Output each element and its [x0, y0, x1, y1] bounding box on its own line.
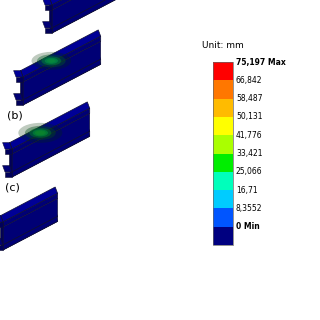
- Text: 8,3552: 8,3552: [236, 204, 262, 213]
- Polygon shape: [20, 71, 23, 105]
- Polygon shape: [10, 143, 12, 177]
- Ellipse shape: [38, 132, 43, 134]
- Ellipse shape: [25, 126, 56, 140]
- Bar: [213, 62, 233, 80]
- Polygon shape: [10, 130, 90, 177]
- Text: (b): (b): [7, 111, 23, 121]
- Polygon shape: [0, 238, 3, 245]
- Polygon shape: [20, 53, 101, 100]
- Polygon shape: [14, 93, 23, 100]
- Polygon shape: [1, 216, 3, 250]
- Text: 16,71: 16,71: [236, 186, 258, 195]
- Ellipse shape: [29, 128, 51, 138]
- Polygon shape: [3, 216, 58, 250]
- Text: 58,487: 58,487: [236, 94, 262, 103]
- Ellipse shape: [45, 58, 58, 64]
- Polygon shape: [43, 21, 52, 28]
- Bar: [213, 154, 233, 172]
- Text: (c): (c): [5, 183, 20, 193]
- Ellipse shape: [32, 52, 71, 70]
- Polygon shape: [12, 131, 90, 177]
- Polygon shape: [23, 59, 101, 105]
- Polygon shape: [10, 102, 90, 149]
- Polygon shape: [50, 0, 130, 28]
- Polygon shape: [3, 198, 58, 245]
- Polygon shape: [1, 216, 3, 227]
- Ellipse shape: [33, 129, 48, 136]
- Text: 50,131: 50,131: [236, 112, 262, 121]
- Text: 33,421: 33,421: [236, 149, 262, 158]
- Bar: [213, 208, 233, 227]
- Ellipse shape: [50, 60, 53, 61]
- Polygon shape: [50, 0, 130, 5]
- Ellipse shape: [18, 123, 62, 143]
- Bar: [213, 80, 233, 99]
- Polygon shape: [16, 100, 23, 105]
- Bar: [213, 62, 233, 245]
- Polygon shape: [16, 77, 23, 82]
- Polygon shape: [5, 172, 12, 177]
- Bar: [213, 227, 233, 245]
- Bar: [213, 99, 233, 117]
- Polygon shape: [12, 108, 90, 154]
- Ellipse shape: [41, 56, 61, 65]
- Polygon shape: [50, 0, 52, 33]
- Polygon shape: [3, 143, 12, 149]
- Polygon shape: [0, 222, 3, 227]
- Ellipse shape: [47, 59, 56, 63]
- Polygon shape: [10, 125, 90, 172]
- Polygon shape: [1, 187, 58, 222]
- Polygon shape: [1, 210, 58, 245]
- Text: 25,066: 25,066: [236, 167, 263, 176]
- Polygon shape: [52, 0, 130, 10]
- Polygon shape: [50, 0, 130, 33]
- Polygon shape: [3, 165, 12, 172]
- Text: 75,197 Max: 75,197 Max: [236, 58, 286, 67]
- Polygon shape: [23, 41, 101, 100]
- Polygon shape: [52, 0, 130, 28]
- Text: 0 Min: 0 Min: [236, 222, 260, 231]
- Polygon shape: [14, 71, 23, 77]
- Bar: [213, 190, 233, 208]
- Polygon shape: [5, 149, 12, 154]
- Polygon shape: [0, 245, 3, 250]
- Polygon shape: [20, 30, 101, 77]
- Text: 66,842: 66,842: [236, 76, 262, 85]
- Polygon shape: [20, 58, 101, 105]
- Ellipse shape: [39, 132, 41, 133]
- Bar: [213, 135, 233, 154]
- Bar: [213, 117, 233, 135]
- Ellipse shape: [35, 130, 46, 135]
- Polygon shape: [1, 215, 58, 250]
- Ellipse shape: [36, 131, 44, 135]
- Ellipse shape: [49, 60, 54, 62]
- Text: Unit: mm: Unit: mm: [202, 42, 244, 51]
- Polygon shape: [23, 36, 101, 82]
- Polygon shape: [12, 113, 90, 172]
- Polygon shape: [45, 5, 52, 10]
- Polygon shape: [10, 143, 12, 154]
- Polygon shape: [0, 216, 3, 222]
- Polygon shape: [20, 71, 23, 82]
- Polygon shape: [50, 0, 52, 10]
- Polygon shape: [45, 28, 52, 33]
- Polygon shape: [3, 193, 58, 227]
- Text: 41,776: 41,776: [236, 131, 263, 140]
- Polygon shape: [43, 0, 52, 5]
- Bar: [213, 172, 233, 190]
- Ellipse shape: [37, 54, 66, 67]
- Polygon shape: [52, 0, 130, 33]
